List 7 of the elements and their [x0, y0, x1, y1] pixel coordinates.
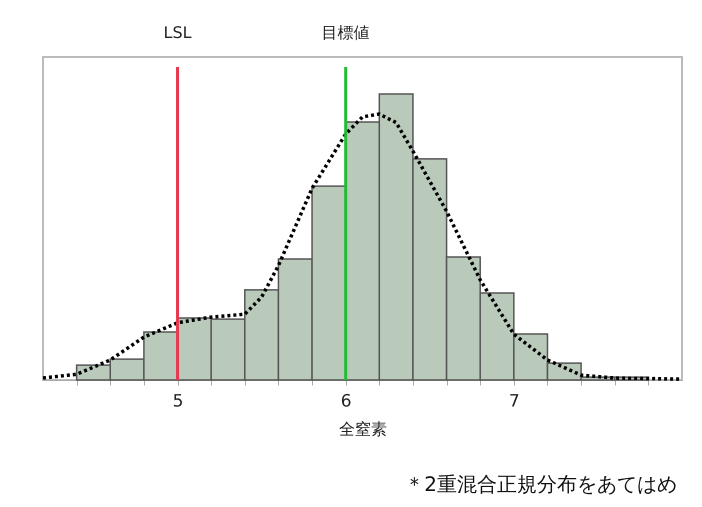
x-tick-label: 7 — [508, 392, 520, 412]
x-tick-label: 6 — [340, 392, 352, 412]
ref-line-label: 目標値 — [322, 23, 370, 42]
text: ＊2重混合正規分布をあてはめ — [404, 472, 677, 496]
x-axis-title: 全窒素 — [339, 420, 387, 438]
ref-line-label: LSL — [164, 23, 192, 42]
x-tick-label: 5 — [172, 392, 184, 412]
